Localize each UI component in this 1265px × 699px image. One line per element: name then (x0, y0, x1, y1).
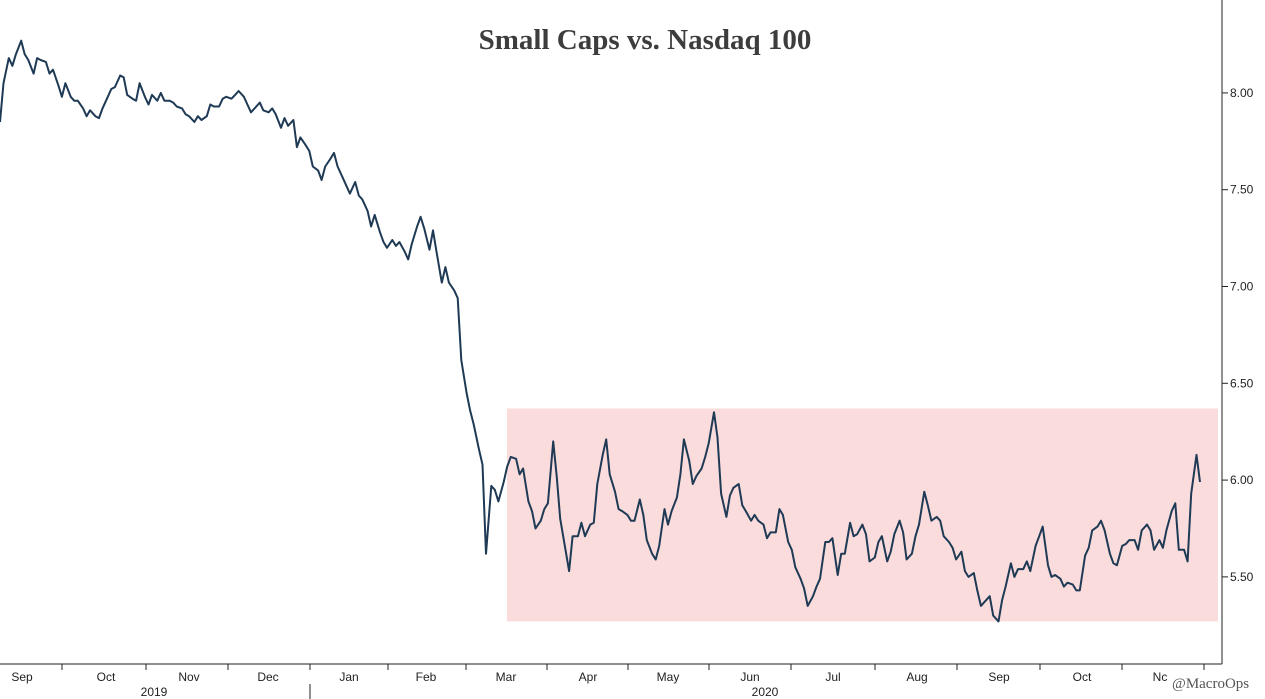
chart-title: Small Caps vs. Nasdaq 100 (479, 24, 812, 56)
x-tick-label: Nc (1153, 670, 1168, 684)
y-tick-label: 5.50 (1230, 570, 1254, 584)
year-label: 2020 (752, 685, 779, 699)
x-tick-label: Dec (257, 670, 278, 684)
y-tick-label: 7.50 (1230, 183, 1254, 197)
x-tick-label: Sep (988, 670, 1010, 684)
x-tick-label: Nov (178, 670, 199, 684)
x-tick-label: Jul (825, 670, 840, 684)
x-tick-label: Sep (11, 670, 33, 684)
x-tick-label: Feb (416, 670, 437, 684)
y-tick-label: 7.00 (1230, 280, 1254, 294)
x-tick-label: Apr (579, 670, 598, 684)
y-tick-label: 6.50 (1230, 376, 1254, 390)
y-axis-ticks: 5.50 6.00 6.50 7.00 7.50 8.00 (1222, 86, 1254, 584)
y-tick-label: 8.00 (1230, 86, 1254, 100)
x-tick-label: Aug (906, 670, 927, 684)
x-tick-label: Jun (740, 670, 759, 684)
x-tick-label: Mar (496, 670, 517, 684)
watermark-text: @MacroOps (1172, 676, 1249, 692)
series-line (0, 39, 1201, 623)
x-axis-ticks: Sep Oct Nov Dec Jan Feb Mar Apr May Jun Jul Aug Sep O… (11, 664, 1205, 699)
x-tick-label: Oct (97, 670, 116, 684)
highlight-range-box (507, 408, 1218, 622)
x-tick-label: Oct (1073, 670, 1092, 684)
y-tick-label: 6.00 (1230, 473, 1254, 487)
x-tick-label: May (657, 670, 680, 684)
x-tick-label: Jan (339, 670, 358, 684)
series-layer (0, 39, 1201, 623)
year-label: 2019 (141, 685, 168, 699)
